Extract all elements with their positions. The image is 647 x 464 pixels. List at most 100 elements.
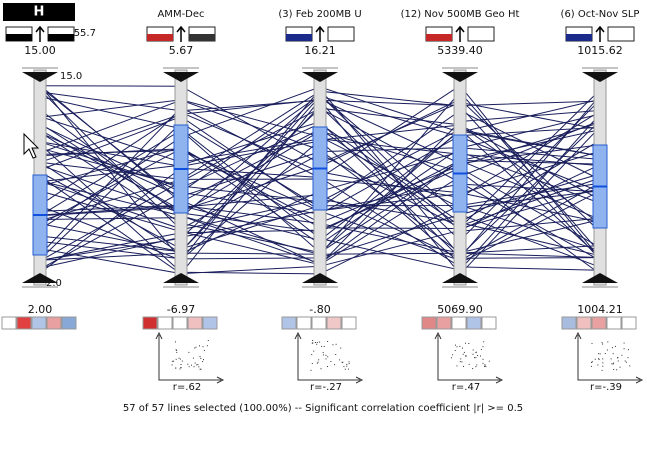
scatter-dot bbox=[483, 341, 485, 343]
legend-swatch-fill bbox=[147, 34, 173, 41]
title: H bbox=[34, 5, 45, 20]
scatter-dot bbox=[590, 365, 592, 367]
axis-label: AMM-Dec bbox=[157, 9, 204, 20]
scatter-dot bbox=[468, 363, 470, 365]
color-swatch bbox=[1, 316, 17, 330]
scatter-dot bbox=[616, 369, 618, 371]
scatter-dot bbox=[591, 343, 593, 345]
scatter-dot bbox=[602, 343, 604, 345]
bottom-handle bbox=[442, 273, 478, 283]
scatter-dot bbox=[610, 358, 612, 360]
mouse-cursor bbox=[23, 132, 40, 159]
scatter-dot bbox=[176, 349, 178, 351]
scatter-dot bbox=[316, 343, 318, 345]
scatter-dot bbox=[472, 349, 474, 351]
scatter-dot bbox=[314, 342, 316, 343]
min-label: 2.0 bbox=[46, 278, 62, 289]
color-swatch bbox=[576, 316, 592, 330]
scatter-dot bbox=[179, 358, 181, 360]
scatter-dot bbox=[332, 344, 334, 346]
scatter-dot bbox=[598, 353, 600, 355]
scatter-dot bbox=[456, 365, 458, 367]
correlation-label: r=.62 bbox=[173, 382, 201, 393]
scatter-dot bbox=[191, 364, 192, 366]
scatter-dot bbox=[175, 367, 177, 369]
axis-label: (12) Nov 500MB Geo Ht bbox=[401, 9, 520, 20]
bottom-handle bbox=[22, 273, 58, 283]
scatter-dot bbox=[322, 354, 324, 356]
axis-label: (6) Oct-Nov SLP bbox=[561, 9, 640, 20]
scatter-dot bbox=[173, 360, 175, 362]
color-swatch bbox=[481, 316, 497, 330]
scatter-dot bbox=[459, 361, 461, 363]
scatter-dot bbox=[193, 366, 195, 368]
scatter-dot bbox=[602, 362, 604, 364]
scatter-dot bbox=[604, 353, 606, 354]
scatter-dot bbox=[311, 363, 313, 364]
scatter-arrow bbox=[294, 331, 364, 384]
scatter-dot bbox=[323, 346, 325, 347]
axis-bottom-value: -.80 bbox=[309, 303, 330, 316]
scatter-dot bbox=[203, 350, 205, 352]
scatter-dot bbox=[175, 358, 177, 360]
axis-bottom-value: 1004.21 bbox=[577, 303, 623, 316]
scatter-dot bbox=[346, 365, 348, 367]
scatter-dot bbox=[322, 352, 324, 354]
scatter-dot bbox=[465, 355, 467, 356]
scatter-dot bbox=[175, 341, 176, 343]
legend-swatch-fill bbox=[426, 34, 452, 41]
scatter-dot bbox=[628, 349, 629, 351]
scatter-dot bbox=[175, 349, 177, 351]
scatter-dot bbox=[454, 350, 456, 351]
scatter-dot bbox=[459, 345, 461, 347]
axis-top-value: 15.00 bbox=[24, 44, 56, 57]
axis-top-value: 5.67 bbox=[169, 44, 194, 57]
scatter-dot bbox=[474, 357, 475, 359]
scatter-dot bbox=[346, 363, 348, 365]
title-box bbox=[3, 3, 75, 21]
scatter-dot bbox=[629, 365, 631, 367]
scatter-dot bbox=[321, 345, 323, 347]
axis-top-value: 16.21 bbox=[304, 44, 336, 57]
color-swatch bbox=[621, 316, 637, 330]
scatter-dot bbox=[472, 353, 474, 355]
scatter-dot bbox=[180, 367, 182, 369]
scatter-dot bbox=[480, 355, 481, 357]
top-handle bbox=[302, 72, 338, 82]
bottom-handle bbox=[163, 273, 199, 283]
scatter-dot bbox=[612, 353, 614, 355]
scatter-dot bbox=[199, 356, 201, 358]
scatter-dot bbox=[602, 365, 604, 367]
scatter-dot bbox=[601, 342, 603, 344]
scatter-dot bbox=[319, 341, 321, 343]
scatter-dot bbox=[340, 347, 342, 349]
sort-arrow bbox=[35, 25, 45, 42]
color-swatch bbox=[61, 316, 77, 330]
sort-arrow bbox=[176, 25, 186, 42]
top-handle bbox=[163, 72, 199, 82]
scatter-dot bbox=[624, 360, 626, 362]
color-swatch bbox=[202, 316, 218, 330]
scatter-dot bbox=[607, 341, 609, 343]
scatter-dot bbox=[463, 351, 465, 353]
sort-arrow bbox=[595, 25, 605, 42]
scatter-dot bbox=[348, 361, 350, 363]
scatter-dot bbox=[178, 357, 180, 359]
status-text: 57 of 57 lines selected (100.00%) -- Sig… bbox=[123, 403, 523, 414]
scatter-dot bbox=[482, 358, 484, 360]
scatter-dot bbox=[611, 363, 613, 365]
scatter-dot bbox=[202, 346, 204, 348]
color-swatch bbox=[311, 316, 327, 330]
color-swatch bbox=[436, 316, 452, 330]
scatter-dot bbox=[614, 345, 616, 347]
top-handle bbox=[582, 72, 618, 82]
color-swatch bbox=[421, 316, 437, 330]
scatter-dot bbox=[619, 366, 621, 368]
scatter-dot bbox=[335, 354, 337, 355]
color-swatch bbox=[31, 316, 47, 330]
top-handle bbox=[22, 72, 58, 82]
scatter-dot bbox=[611, 347, 613, 349]
correlation-label: r=-.27 bbox=[310, 382, 342, 393]
color-swatch bbox=[591, 316, 607, 330]
